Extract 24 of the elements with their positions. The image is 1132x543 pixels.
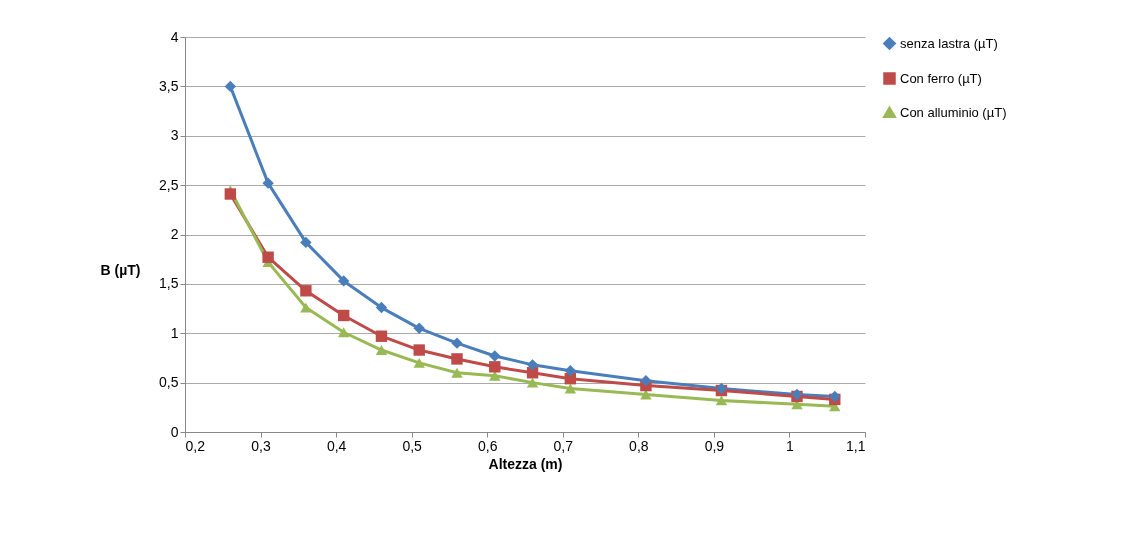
x-tick-label: 0,2	[185, 437, 206, 454]
y-tick-label: 1,5	[159, 275, 179, 292]
x-axis-title: Altezza (m)	[488, 455, 563, 472]
y-tick-label: 3,5	[159, 77, 179, 94]
y-tick-label: 0	[170, 423, 179, 440]
legend-label: senza lastra (µT)	[900, 35, 998, 51]
y-tick-label: 2,5	[159, 176, 179, 193]
x-tick-label: 0,4	[326, 437, 347, 454]
legend-label: Con alluminio (µT)	[900, 104, 1007, 120]
x-tick-label: 0,3	[251, 437, 271, 454]
x-tick-label: 0,6	[477, 437, 498, 454]
x-tick-label: 0,7	[553, 437, 574, 454]
y-tick-label: 4	[170, 28, 179, 45]
y-tick-label: 2	[170, 226, 179, 242]
x-tick-label: 0,5	[402, 437, 423, 454]
x-tick-label: 1,1	[846, 437, 866, 454]
x-tick-label: 1	[786, 437, 795, 454]
legend-label: Con ferro (µT)	[900, 70, 982, 86]
y-tick-label: 1	[170, 324, 179, 341]
y-tick-label: 0,5	[159, 374, 179, 391]
x-tick-label: 0,8	[629, 437, 649, 454]
y-tick-label: 3	[170, 127, 179, 144]
y-axis-title: B (µT)	[100, 261, 141, 278]
x-tick-label: 0,9	[704, 437, 725, 454]
